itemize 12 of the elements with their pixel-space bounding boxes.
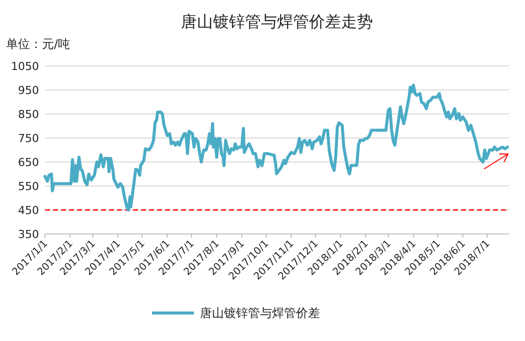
ylabel: 单位：元/吨 bbox=[6, 37, 70, 51]
legend: 唐山镀锌管与焊管价差 bbox=[152, 306, 320, 320]
y-tick-label: 1050 bbox=[11, 60, 39, 73]
title: 唐山镀锌管与焊管价差走势 bbox=[181, 12, 373, 31]
y-tick-label: 350 bbox=[18, 228, 39, 241]
y-tick-label: 550 bbox=[18, 180, 39, 193]
legend-label: 唐山镀锌管与焊管价差 bbox=[200, 306, 320, 320]
y-tick-label: 950 bbox=[18, 84, 39, 97]
y-tick-label: 450 bbox=[18, 204, 39, 217]
y-tick-label: 750 bbox=[18, 132, 39, 145]
y-tick-label: 650 bbox=[18, 156, 39, 169]
y-tick-label: 850 bbox=[18, 108, 39, 121]
